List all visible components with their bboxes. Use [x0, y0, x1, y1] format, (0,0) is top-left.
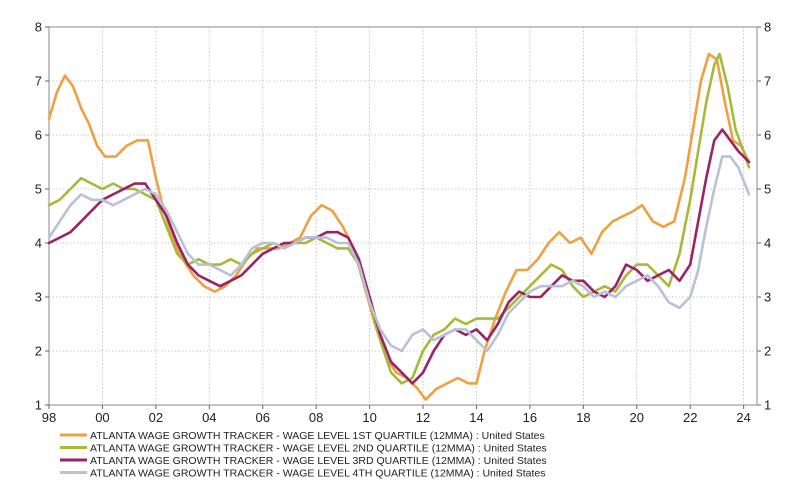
series-line-4: [47, 155, 751, 353]
legend-label-1: ATLANTA WAGE GROWTH TRACKER - WAGE LEVEL…: [90, 430, 545, 442]
y-tick-label-right: 3: [764, 290, 771, 305]
y-tick-label-right: 4: [764, 236, 771, 251]
y-axis-left: 1 2 3 4 5 6 7 8: [35, 20, 49, 413]
x-tick-label: 18: [576, 410, 590, 425]
y-tick-label-left: 7: [35, 74, 42, 89]
y-tick-label-right: 5: [764, 182, 771, 197]
x-tick-label: 08: [309, 410, 323, 425]
x-tick-label: 24: [736, 410, 750, 425]
series-line-1: [47, 52, 751, 401]
y-tick-label-left: 6: [35, 128, 42, 143]
y-tick-label-right: 6: [764, 128, 771, 143]
x-tick-label: 04: [202, 410, 216, 425]
y-axis-right: 1 2 3 4 5 6 7 8: [757, 20, 771, 413]
legend-label-3: ATLANTA WAGE GROWTH TRACKER - WAGE LEVEL…: [90, 455, 547, 467]
x-tick-label: 14: [469, 410, 483, 425]
y-tick-label-right: 2: [764, 344, 771, 359]
x-tick-label: 06: [256, 410, 270, 425]
y-tick-label-right: 7: [764, 74, 771, 89]
x-tick-label: 10: [362, 410, 376, 425]
y-tick-label-left: 3: [35, 290, 42, 305]
x-tick-label: 20: [630, 410, 644, 425]
y-tick-label-right: 8: [764, 20, 771, 35]
x-tick-label: 98: [42, 410, 56, 425]
series-line-2: [47, 52, 751, 385]
series-line-3: [47, 128, 751, 385]
x-tick-label: 16: [523, 410, 537, 425]
x-tick-label: 02: [149, 410, 163, 425]
y-tick-label-left: 5: [35, 182, 42, 197]
x-tick-label: 22: [683, 410, 697, 425]
x-axis: 98 00 02 04 06 08 10 12 14 16 18 20 22 24: [42, 405, 751, 425]
y-tick-label-left: 1: [35, 398, 42, 413]
legend-label-4: ATLANTA WAGE GROWTH TRACKER - WAGE LEVEL…: [90, 467, 545, 479]
y-tick-label-left: 8: [35, 20, 42, 35]
x-tick-label: 00: [95, 410, 109, 425]
y-tick-label-left: 2: [35, 344, 42, 359]
y-tick-label-right: 1: [764, 398, 771, 413]
x-tick-label: 12: [416, 410, 430, 425]
legend: ATLANTA WAGE GROWTH TRACKER - WAGE LEVEL…: [60, 430, 547, 479]
legend-label-2: ATLANTA WAGE GROWTH TRACKER - WAGE LEVEL…: [90, 442, 547, 454]
series-lines: [47, 52, 751, 401]
y-tick-label-left: 4: [35, 236, 42, 251]
